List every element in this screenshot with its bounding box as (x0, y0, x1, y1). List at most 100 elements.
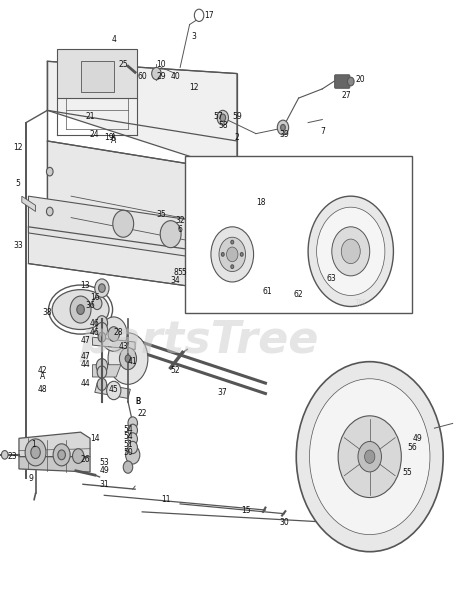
Circle shape (46, 207, 53, 216)
Text: 50: 50 (123, 448, 133, 457)
Circle shape (107, 381, 121, 400)
Text: 54: 54 (123, 432, 133, 441)
Circle shape (53, 444, 70, 466)
Circle shape (70, 296, 91, 323)
Circle shape (317, 207, 385, 295)
Circle shape (58, 450, 65, 460)
Text: 44: 44 (81, 360, 90, 369)
Text: 14: 14 (90, 434, 100, 443)
Text: 3: 3 (192, 32, 197, 41)
Circle shape (125, 355, 131, 362)
Polygon shape (81, 61, 114, 92)
Circle shape (277, 120, 289, 135)
Circle shape (240, 253, 243, 256)
Text: 18: 18 (256, 198, 265, 207)
Text: 16: 16 (90, 293, 100, 302)
Text: 6: 6 (178, 226, 182, 234)
Text: 4: 4 (111, 36, 116, 44)
Circle shape (358, 441, 382, 472)
Text: 8: 8 (173, 268, 178, 277)
Text: 60: 60 (137, 72, 147, 81)
Circle shape (194, 9, 204, 21)
Text: partsTree: partsTree (79, 319, 319, 362)
Circle shape (128, 433, 137, 445)
Text: 57: 57 (213, 112, 223, 121)
Circle shape (365, 450, 375, 463)
Text: 56: 56 (408, 443, 417, 452)
Text: 36: 36 (85, 301, 95, 310)
Text: 42: 42 (38, 367, 47, 375)
Text: 45: 45 (109, 385, 118, 394)
Circle shape (341, 239, 360, 264)
Text: TM: TM (355, 299, 366, 308)
Circle shape (219, 237, 246, 272)
Circle shape (128, 441, 137, 454)
Text: 55: 55 (403, 468, 412, 476)
Text: A: A (111, 134, 117, 142)
Circle shape (308, 196, 393, 306)
Text: A: A (111, 137, 117, 145)
Text: 52: 52 (171, 367, 180, 375)
Text: 43: 43 (118, 342, 128, 351)
Circle shape (221, 253, 224, 256)
Text: 35: 35 (156, 210, 166, 219)
Circle shape (96, 359, 108, 373)
Text: 47: 47 (81, 336, 90, 345)
Text: 44: 44 (81, 379, 90, 387)
Circle shape (231, 240, 234, 244)
Circle shape (123, 461, 133, 473)
Text: 28: 28 (114, 328, 123, 337)
Circle shape (160, 221, 181, 248)
Circle shape (227, 247, 238, 262)
Text: 38: 38 (43, 308, 52, 317)
Text: B: B (135, 397, 140, 406)
Circle shape (108, 333, 148, 384)
Circle shape (99, 284, 105, 292)
Circle shape (126, 446, 140, 464)
Text: 19: 19 (104, 134, 114, 142)
Circle shape (97, 366, 107, 378)
Text: B: B (135, 397, 140, 406)
Polygon shape (19, 457, 90, 472)
Text: 2: 2 (235, 134, 239, 142)
Text: 10: 10 (156, 60, 166, 69)
Text: 9: 9 (28, 474, 33, 482)
Circle shape (98, 332, 106, 342)
Text: 12: 12 (190, 83, 199, 91)
Text: A: A (40, 373, 46, 381)
Circle shape (100, 317, 127, 351)
Text: 1: 1 (31, 440, 36, 449)
Text: 62: 62 (294, 290, 303, 299)
FancyBboxPatch shape (335, 75, 350, 88)
Circle shape (347, 77, 354, 86)
Circle shape (231, 265, 234, 268)
Text: 22: 22 (137, 409, 147, 418)
Text: 13: 13 (81, 281, 90, 289)
Circle shape (95, 279, 109, 297)
Text: 7: 7 (320, 128, 325, 136)
Text: 24: 24 (90, 131, 100, 139)
Polygon shape (22, 196, 36, 211)
Polygon shape (92, 337, 135, 349)
Text: 34: 34 (171, 276, 180, 284)
Circle shape (152, 67, 161, 80)
Bar (185, 156, 412, 313)
Text: 63: 63 (327, 275, 337, 283)
Text: 21: 21 (85, 112, 95, 121)
Polygon shape (47, 141, 237, 257)
Text: 48: 48 (38, 385, 47, 394)
Circle shape (97, 378, 107, 390)
Polygon shape (28, 196, 237, 264)
Circle shape (211, 227, 254, 282)
Circle shape (332, 227, 370, 276)
Text: 5: 5 (16, 180, 20, 188)
Circle shape (217, 110, 228, 125)
Text: 54: 54 (123, 425, 133, 433)
Circle shape (46, 167, 53, 176)
Polygon shape (57, 49, 137, 98)
Text: 26: 26 (81, 455, 90, 464)
Circle shape (119, 348, 137, 370)
Text: 11: 11 (161, 495, 171, 504)
Circle shape (113, 210, 134, 237)
Circle shape (31, 446, 40, 459)
